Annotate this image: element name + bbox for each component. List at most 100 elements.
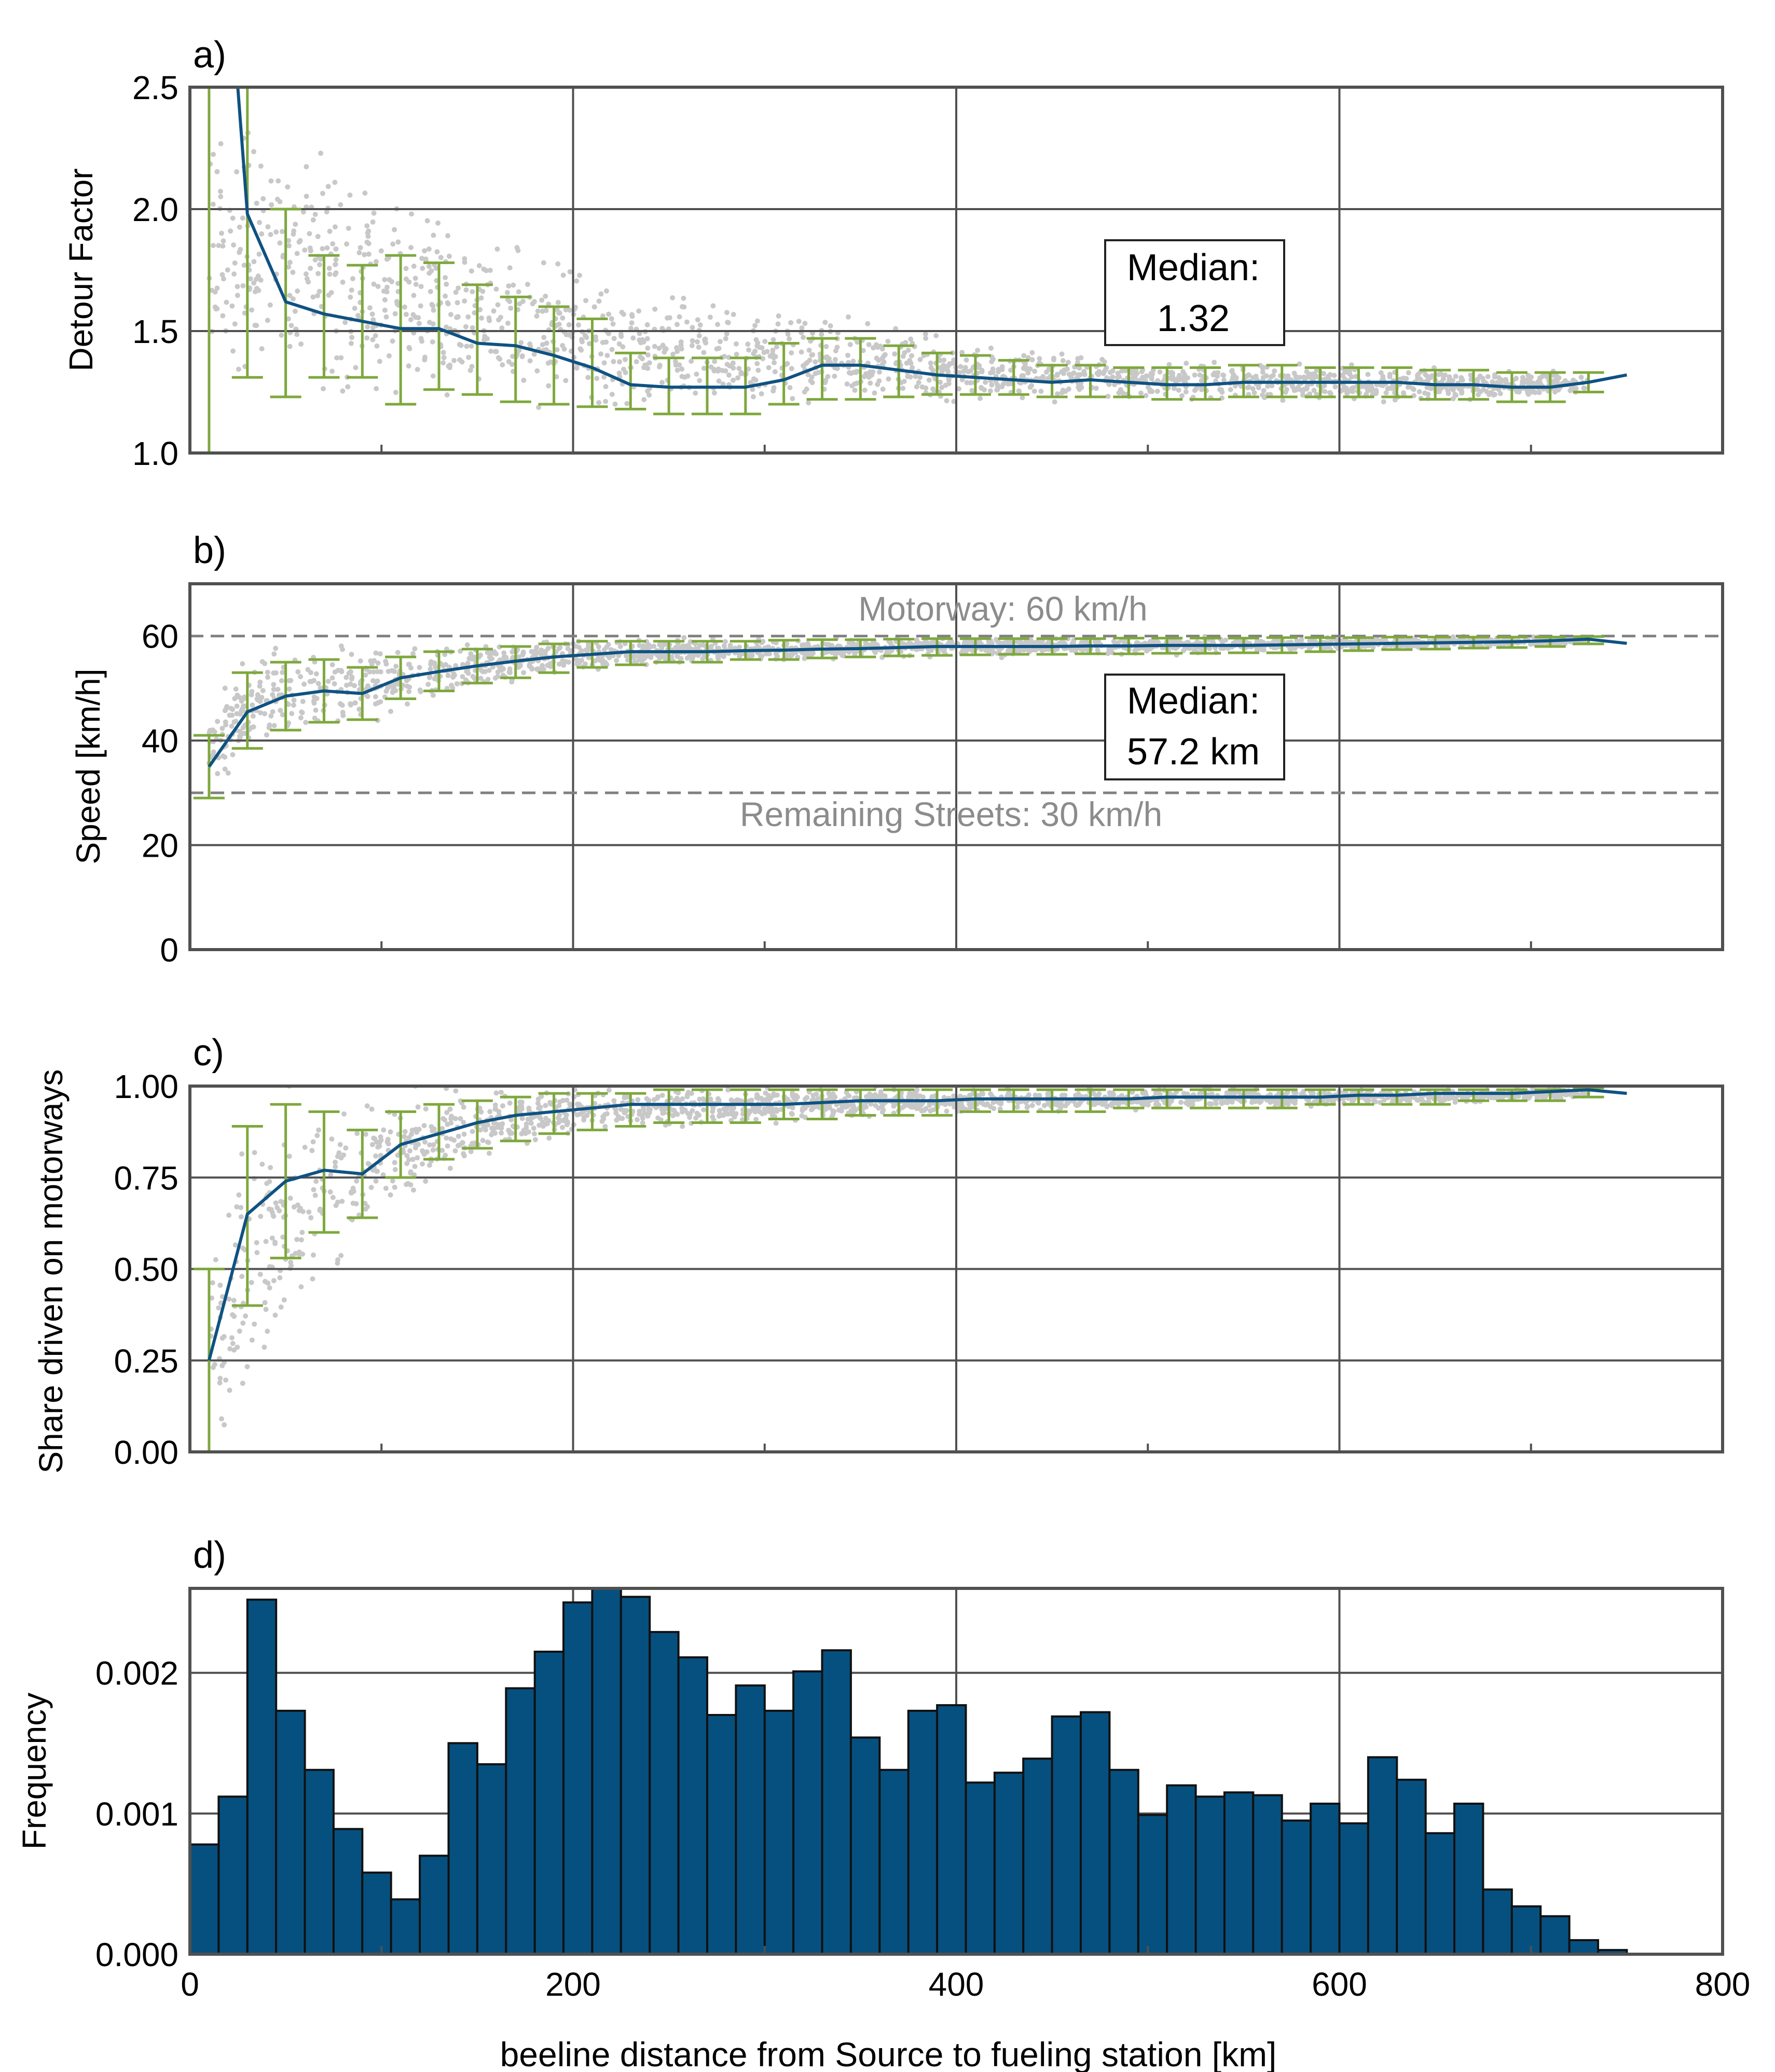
scatter-point <box>862 388 868 393</box>
scatter-point <box>546 1135 552 1141</box>
scatter-point <box>441 360 446 366</box>
scatter-point <box>560 342 566 348</box>
scatter-point <box>1064 1099 1070 1105</box>
scatter-point <box>956 386 961 392</box>
scatter-point <box>945 369 951 375</box>
scatter-point <box>735 375 740 381</box>
scatter-point <box>576 644 582 650</box>
scatter-point <box>365 694 370 699</box>
scatter-point <box>541 260 546 266</box>
scatter-point <box>630 335 636 341</box>
scatter-point <box>567 307 573 313</box>
scatter-point <box>444 392 450 397</box>
scatter-point <box>772 360 777 365</box>
scatter-point <box>1401 390 1406 396</box>
scatter-point <box>1183 389 1189 395</box>
scatter-point <box>224 299 229 305</box>
panel-b-annotation-line1: Median: <box>1127 680 1260 722</box>
scatter-point <box>534 313 540 319</box>
scatter-point <box>1099 356 1105 362</box>
scatter-point <box>1400 375 1406 381</box>
scatter-point <box>641 397 647 403</box>
scatter-point <box>962 365 968 371</box>
scatter-point <box>738 370 744 375</box>
scatter-point <box>939 385 944 390</box>
scatter-point <box>802 1096 808 1102</box>
scatter-point <box>880 387 886 392</box>
scatter-point <box>519 1116 525 1121</box>
scatter-point <box>224 704 230 709</box>
scatter-point <box>470 325 475 331</box>
scatter-point <box>1095 648 1100 653</box>
scatter-point <box>1081 369 1087 375</box>
scatter-point <box>485 1122 490 1128</box>
scatter-point <box>278 1304 284 1310</box>
scatter-point <box>487 318 492 323</box>
scatter-point <box>294 332 300 337</box>
scatter-point <box>1104 375 1110 381</box>
scatter-point <box>1018 639 1023 644</box>
scatter-point <box>711 390 717 396</box>
scatter-point <box>1531 380 1536 386</box>
scatter-point <box>646 392 652 398</box>
scatter-point <box>505 320 511 326</box>
scatter-point <box>893 326 899 332</box>
scatter-point <box>231 1313 237 1319</box>
scatter-point <box>1513 376 1519 381</box>
scatter-point <box>507 265 513 271</box>
scatter-point <box>230 752 236 758</box>
scatter-point <box>914 384 919 390</box>
scatter-point <box>433 665 439 671</box>
scatter-point <box>389 668 395 674</box>
scatter-point <box>390 338 395 344</box>
scatter-point <box>540 663 545 668</box>
scatter-point <box>450 685 456 691</box>
scatter-point <box>410 651 416 656</box>
scatter-point <box>457 357 463 363</box>
y-tick-label: 2.0 <box>132 191 178 228</box>
scatter-point <box>371 281 377 287</box>
scatter-point <box>235 293 240 298</box>
scatter-point <box>722 639 728 644</box>
scatter-point <box>1153 1090 1159 1096</box>
scatter-point <box>210 752 216 758</box>
scatter-point <box>1215 374 1220 379</box>
scatter-point <box>944 1108 950 1114</box>
panel-a-y-axis-label: Detour Factor <box>62 168 100 371</box>
scatter-point <box>910 365 915 371</box>
scatter-point <box>941 358 947 363</box>
scatter-point <box>443 275 448 280</box>
scatter-point <box>411 293 417 298</box>
scatter-point <box>1192 388 1198 393</box>
scatter-point <box>507 299 513 304</box>
scatter-point <box>456 1133 461 1139</box>
scatter-point <box>536 405 542 410</box>
scatter-point <box>1570 378 1576 383</box>
scatter-point <box>247 276 253 282</box>
scatter-point <box>254 1240 259 1245</box>
scatter-point <box>418 689 423 694</box>
scatter-point <box>543 308 549 313</box>
scatter-point <box>592 304 597 310</box>
scatter-point <box>304 164 309 170</box>
scatter-point <box>618 332 624 337</box>
scatter-point <box>258 1214 264 1219</box>
scatter-point <box>964 357 969 363</box>
scatter-point <box>775 321 781 327</box>
scatter-point <box>454 681 460 687</box>
scatter-point <box>430 339 435 345</box>
scatter-point <box>267 302 273 308</box>
scatter-point <box>329 662 335 667</box>
scatter-point <box>354 1131 360 1136</box>
scatter-point <box>1344 369 1350 375</box>
scatter-point <box>480 1137 486 1143</box>
scatter-point <box>1016 389 1022 394</box>
scatter-point <box>1147 389 1153 394</box>
scatter-point <box>1059 369 1064 375</box>
scatter-point <box>458 342 464 348</box>
scatter-point <box>1021 373 1026 378</box>
scatter-point <box>374 386 379 391</box>
scatter-point <box>219 230 224 236</box>
scatter-point <box>1077 365 1082 371</box>
scatter-point <box>455 314 461 320</box>
